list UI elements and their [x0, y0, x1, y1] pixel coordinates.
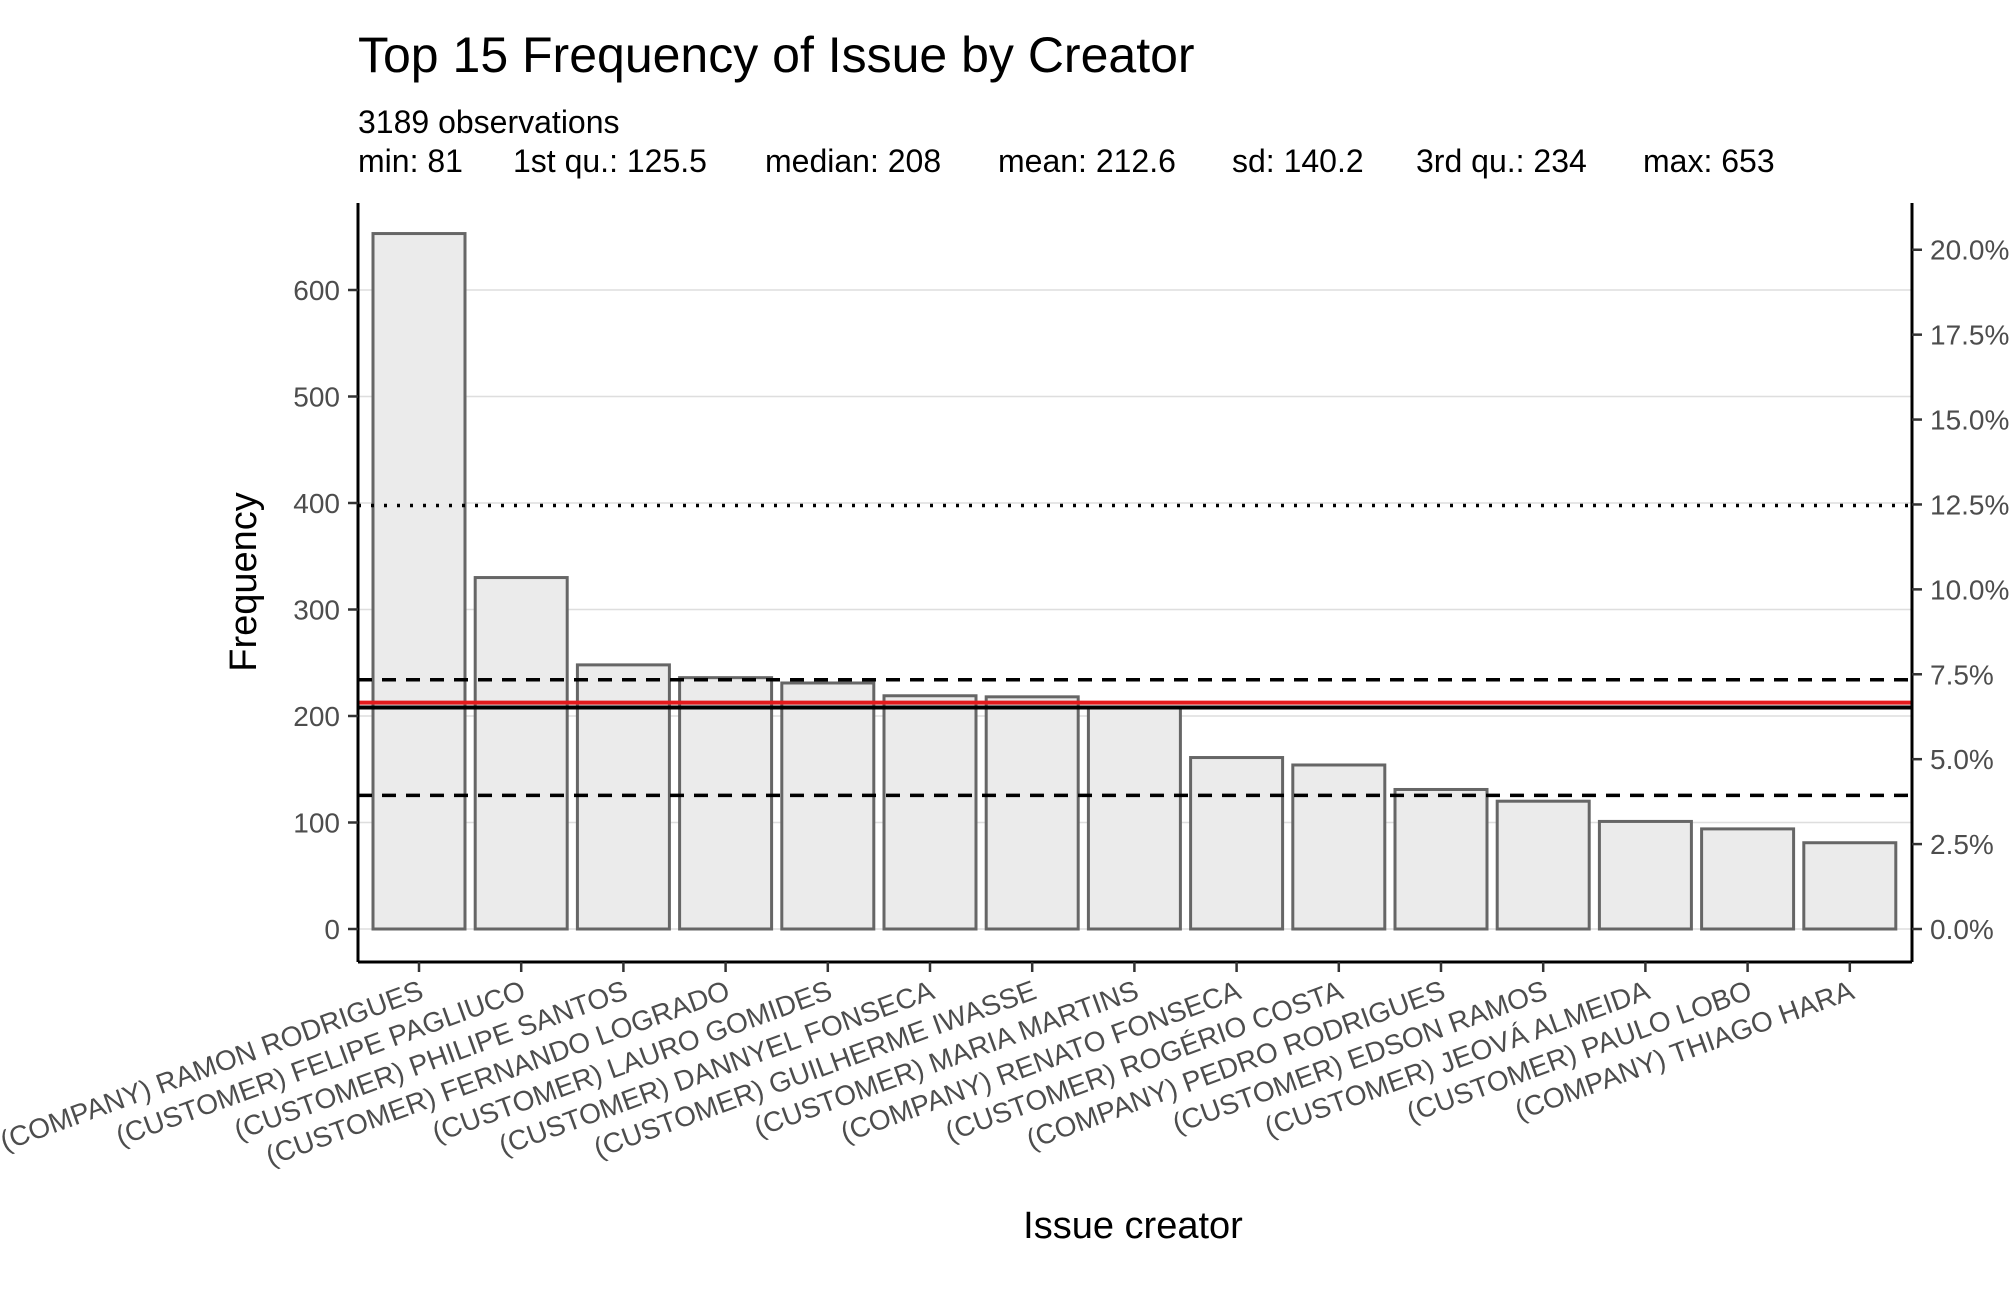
reference-lines: [358, 503, 1912, 798]
bars: [371, 232, 1898, 931]
bar: [1597, 819, 1693, 931]
secondary-y-tick-label: 0.0%: [1930, 914, 1994, 945]
secondary-y-tick-label: 20.0%: [1930, 235, 2009, 266]
bar: [1700, 827, 1796, 931]
summary-stat: max: 653: [1643, 143, 1775, 179]
secondary-y-tick-label: 17.5%: [1930, 320, 2009, 351]
x-axis-ticks: (COMPANY) RAMON RODRIGUES(CUSTOMER) FELI…: [0, 962, 1858, 1172]
summary-stat: median: 208: [765, 143, 941, 179]
secondary-y-tick-label: 2.5%: [1930, 829, 1994, 860]
secondary-y-tick-label: 7.5%: [1930, 659, 1994, 690]
bar: [780, 681, 876, 931]
summary-stat: 1st qu.: 125.5: [513, 143, 707, 179]
secondary-y-tick-label: 10.0%: [1930, 574, 2009, 605]
y-tick-label: 600: [293, 275, 340, 306]
y-tick-label: 300: [293, 595, 340, 626]
summary-stat: 3rd qu.: 234: [1416, 143, 1587, 179]
chart-title: Top 15 Frequency of Issue by Creator: [358, 27, 1195, 83]
summary-stat: sd: 140.2: [1232, 143, 1364, 179]
secondary-y-axis-ticks: 0.0% 2.5% 5.0% 7.5% 10.0% 12.5% 15.0% 17.5% 20.0…: [1912, 235, 2009, 945]
secondary-y-tick-label: 5.0%: [1930, 744, 1994, 775]
bar: [1393, 787, 1489, 931]
bar: [473, 576, 569, 931]
bar: [1802, 841, 1898, 931]
summary-stat: mean: 212.6: [998, 143, 1176, 179]
y-tick-label: 0: [324, 914, 340, 945]
bar: [1291, 763, 1387, 931]
bar: [984, 695, 1080, 931]
bar: [1189, 756, 1285, 931]
bar: [1086, 705, 1182, 931]
secondary-y-tick-label: 15.0%: [1930, 405, 2009, 436]
summary-stats: min: 81 1st qu.: 125.5 median: 208 mean: 21…: [358, 143, 1775, 179]
bar: [371, 232, 467, 931]
y-axis-ticks: 0 100 200 300 400 500 600: [293, 275, 358, 945]
chart-subtitle: 3189 observations: [358, 104, 620, 140]
y-tick-label: 100: [293, 808, 340, 839]
summary-stat: min: 81: [358, 143, 463, 179]
y-tick-label: 400: [293, 488, 340, 519]
bar: [678, 676, 774, 931]
y-tick-label: 500: [293, 382, 340, 413]
y-tick-label: 200: [293, 701, 340, 732]
y-axis-title: Frequency: [223, 492, 265, 672]
bar: [1495, 799, 1591, 931]
x-axis-title: Issue creator: [1023, 1205, 1243, 1247]
secondary-y-tick-label: 12.5%: [1930, 489, 2009, 520]
bar: [882, 694, 978, 931]
